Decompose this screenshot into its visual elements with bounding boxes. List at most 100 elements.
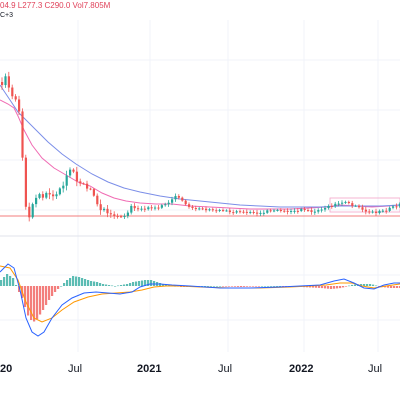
candle-body	[75, 171, 78, 182]
histogram-bar	[6, 274, 9, 286]
histogram-bar	[111, 285, 114, 287]
candle-body	[106, 208, 109, 214]
histogram-bar	[66, 280, 69, 286]
candle-body	[4, 76, 7, 86]
candle-body	[381, 210, 384, 212]
histogram-bar	[282, 286, 285, 287]
histogram-bar	[363, 284, 366, 286]
candle-body	[368, 211, 371, 213]
ohlc-legend: 04.9 L277.3 C290.0 Vol7.805M	[0, 1, 110, 10]
candle-body	[296, 210, 299, 212]
candle-body	[55, 194, 58, 197]
candle-body	[58, 188, 61, 195]
histogram-bar	[15, 285, 18, 286]
candle-body	[113, 214, 116, 216]
candle-body	[235, 211, 238, 213]
histogram-bar	[87, 280, 90, 286]
histogram-bar	[243, 286, 246, 287]
candle-body	[194, 208, 197, 210]
histogram-bar	[270, 286, 273, 287]
histogram-bar	[216, 286, 219, 287]
candle-body	[174, 196, 177, 200]
histogram-bar	[336, 286, 339, 289]
histogram-bar	[105, 284, 108, 286]
histogram-bar	[204, 286, 207, 287]
candle-body	[300, 208, 303, 211]
histogram-bar	[312, 286, 315, 288]
histogram-bar	[99, 283, 102, 286]
candle-body	[11, 87, 14, 97]
histogram-bar	[36, 286, 39, 319]
grid-lines	[0, 20, 400, 352]
histogram-bar	[162, 284, 165, 286]
candle-body	[191, 206, 194, 209]
histogram-bar	[396, 286, 399, 288]
histogram-bar	[348, 285, 351, 287]
candle-body	[14, 96, 17, 100]
histogram-bar	[252, 286, 255, 287]
candle-body	[89, 188, 92, 190]
candle-body	[388, 207, 391, 211]
histogram-bar	[375, 285, 378, 287]
candle-body	[385, 210, 388, 212]
histogram-bar	[90, 281, 93, 286]
histogram-bar	[210, 286, 213, 287]
x-tick-label: 2021	[137, 363, 161, 375]
candle-body	[1, 82, 4, 86]
candle-body	[327, 205, 330, 208]
candle-body	[245, 211, 248, 213]
candle-body	[398, 203, 400, 207]
histogram-bar	[231, 286, 234, 287]
histogram-bar	[147, 280, 150, 286]
candle-body	[79, 181, 82, 184]
candle-body	[317, 210, 320, 212]
candle-body	[35, 197, 38, 205]
candle-body	[269, 210, 272, 212]
histogram-bar	[123, 284, 126, 286]
candle-body	[324, 207, 327, 210]
candle-body	[344, 201, 347, 203]
histogram-bar	[219, 286, 222, 287]
histogram-bar	[93, 281, 96, 286]
x-tick-label: 20	[0, 363, 12, 375]
candle-body	[198, 208, 201, 210]
candle-body	[137, 208, 140, 210]
macd-histogram	[0, 274, 400, 322]
histogram-bar	[150, 280, 153, 286]
histogram-bar	[69, 278, 72, 286]
histogram-bar	[369, 284, 372, 286]
candle-body	[286, 210, 289, 212]
candle-body	[160, 205, 163, 208]
candle-body	[181, 197, 184, 201]
histogram-bar	[45, 286, 48, 305]
candle-body	[208, 209, 211, 211]
candle-body	[201, 208, 204, 210]
candle-body	[218, 209, 221, 212]
candle-body	[228, 210, 231, 213]
histogram-bar	[237, 286, 240, 287]
histogram-bar	[387, 286, 390, 288]
candle-body	[222, 209, 225, 211]
histogram-bar	[135, 281, 138, 286]
candle-body	[123, 216, 126, 218]
candle-body	[65, 175, 68, 186]
candle-body	[18, 99, 21, 112]
candle-body	[52, 194, 55, 197]
histogram-bar	[81, 278, 84, 286]
candle-body	[133, 205, 136, 209]
candle-body	[262, 212, 265, 214]
histogram-bar	[345, 286, 348, 287]
candle-body	[164, 204, 167, 206]
histogram-bar	[354, 284, 357, 286]
candle-body	[126, 212, 129, 217]
currency-suffix: C+3	[0, 12, 14, 19]
histogram-bar	[333, 286, 336, 289]
candle-body	[364, 209, 367, 212]
candle-body	[143, 208, 146, 210]
candle-body	[7, 76, 10, 88]
candle-body	[103, 208, 106, 211]
candle-body	[252, 211, 255, 213]
time-axis[interactable]: 20 Jul 2021 Jul 2022 Jul	[0, 363, 382, 375]
